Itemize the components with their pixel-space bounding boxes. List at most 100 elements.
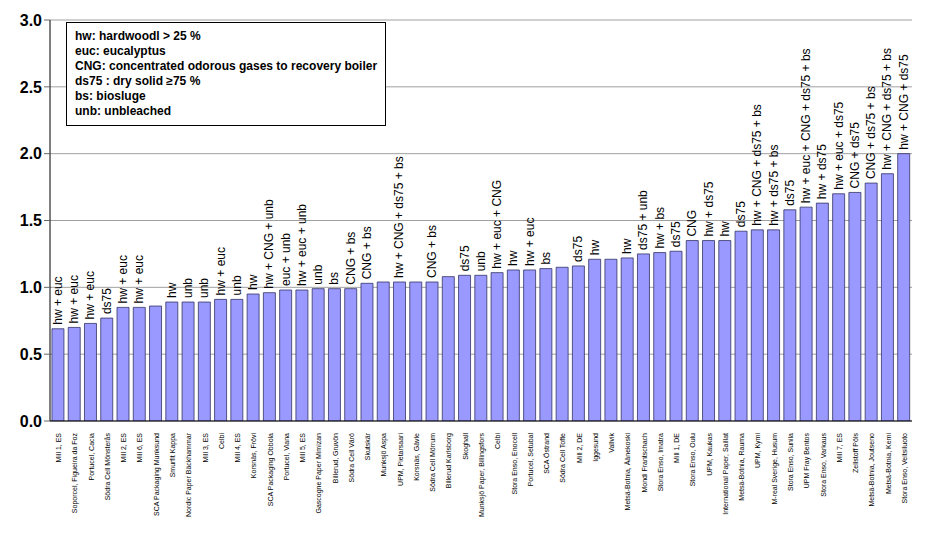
svg-text:Celbi: Celbi [494, 433, 501, 449]
svg-text:1.0: 1.0 [20, 279, 42, 296]
svg-text:hw + euc + CNG + ds75 + bs: hw + euc + CNG + ds75 + bs [799, 48, 813, 203]
svg-text:UPM Fray Bentos: UPM Fray Bentos [803, 433, 811, 489]
svg-text:Iggesund: Iggesund [592, 433, 600, 462]
svg-text:hw + CNG + ds75 + bs: hw + CNG + ds75 + bs [392, 156, 406, 278]
svg-text:UPM, Pietarsaari: UPM, Pietarsaari [397, 433, 404, 486]
svg-text:Mill 1, ES: Mill 1, ES [55, 433, 62, 463]
svg-text:Mill 4, ES: Mill 4, ES [234, 433, 241, 463]
svg-text:unb: unb [230, 275, 244, 295]
svg-text:hw + euc + unb: hw + euc + unb [295, 204, 309, 286]
svg-text:Stora Enso, Imatra: Stora Enso, Imatra [657, 433, 664, 491]
svg-text:ds75: ds75 [783, 179, 797, 205]
svg-text:Korsnäs, Frövi: Korsnäs, Frövi [250, 433, 257, 479]
svg-text:Gascogne Paper Mimizan: Gascogne Paper Mimizan [315, 433, 323, 514]
svg-text:Södra Cell Mönsterås: Södra Cell Mönsterås [104, 433, 111, 501]
svg-text:SCA Packaging Munksund: SCA Packaging Munksund [153, 433, 161, 516]
svg-text:UPM, Kymi: UPM, Kymi [754, 433, 762, 468]
svg-text:CNG + bs: CNG + bs [360, 226, 374, 279]
svg-text:Munksjö Aspa: Munksjö Aspa [380, 433, 388, 477]
svg-text:Skoghall: Skoghall [462, 433, 470, 460]
svg-text:0.0: 0.0 [20, 413, 42, 430]
svg-text:Portucel, Viana: Portucel, Viana [283, 433, 290, 480]
svg-text:Billerud, Gruvön: Billerud, Gruvön [332, 433, 339, 483]
svg-text:Mill 1, DE: Mill 1, DE [673, 433, 680, 463]
svg-text:ds75: ds75 [669, 221, 683, 247]
svg-text:unb: unb [311, 264, 325, 284]
svg-text:Mill 2, DE: Mill 2, DE [576, 433, 583, 463]
svg-text:hw + euc: hw + euc [132, 255, 146, 303]
svg-text:Mill 7, ES: Mill 7, ES [836, 433, 843, 463]
svg-text:hw: hw [588, 240, 602, 256]
svg-text:hw: hw [718, 221, 732, 237]
svg-text:ds75: ds75 [734, 201, 748, 227]
svg-text:Nordic Paper Bäckhammar: Nordic Paper Bäckhammar [185, 432, 193, 517]
svg-text:hw + bs: hw + bs [653, 207, 667, 249]
svg-text:hw + euc: hw + euc [214, 247, 228, 295]
svg-text:International Paper, Saillat: International Paper, Saillat [722, 433, 730, 515]
svg-text:CNG: CNG [685, 210, 699, 237]
svg-text:Soporcel, Figueira da Foz: Soporcel, Figueira da Foz [71, 433, 79, 514]
svg-text:hw + euc: hw + euc [51, 276, 65, 324]
svg-text:Billerud Karlsborg: Billerud Karlsborg [445, 433, 453, 488]
svg-text:hw + ds75: hw + ds75 [702, 181, 716, 236]
svg-text:CNG + bs: CNG + bs [344, 232, 358, 285]
svg-text:CNG + bs: CNG + bs [425, 225, 439, 278]
svg-text:Skutskär: Skutskär [364, 432, 371, 460]
svg-text:Södra Cell Tofte: Södra Cell Tofte [559, 433, 566, 483]
svg-text:Portucel, Cacia: Portucel, Cacia [88, 433, 95, 481]
svg-text:Metsä-Botnia, Rauma: Metsä-Botnia, Rauma [738, 433, 745, 501]
svg-text:Mill 3, ES: Mill 3, ES [202, 433, 209, 463]
svg-text:2.5: 2.5 [20, 79, 42, 96]
svg-text:Munksjö Paper, Billingsfors: Munksjö Paper, Billingsfors [478, 433, 486, 518]
svg-text:hw + euc: hw + euc [83, 271, 97, 319]
svg-text:2.0: 2.0 [20, 145, 42, 162]
svg-text:Stora Enso, Sunila: Stora Enso, Sunila [787, 433, 794, 491]
svg-text:hw + euc: hw + euc [116, 255, 130, 303]
svg-text:Stora Enso, Oulu: Stora Enso, Oulu [689, 433, 696, 486]
svg-text:Metsä-Botnia, Kemi: Metsä-Botnia, Kemi [885, 433, 892, 495]
svg-text:Stora Enso, Veitsiluoto: Stora Enso, Veitsiluoto [901, 433, 908, 504]
svg-text:M-real Sverige, Husum: M-real Sverige, Husum [771, 433, 779, 505]
svg-text:Zellstoff Pöls: Zellstoff Pöls [852, 433, 859, 473]
svg-text:Mondi Frantschach: Mondi Frantschach [641, 433, 648, 493]
svg-text:Metsä-Botnia, Joutseno: Metsä-Botnia, Joutseno [868, 433, 875, 507]
svg-text:euc + unb: euc + unb [279, 233, 293, 286]
svg-text:Smurfit Kappa: Smurfit Kappa [169, 433, 177, 477]
svg-text:hw + CNG + ds75 + bs: hw + CNG + ds75 + bs [750, 104, 764, 226]
svg-text:ds75: ds75 [571, 236, 585, 262]
svg-text:Mill 5, ES: Mill 5, ES [299, 433, 306, 463]
svg-text:hw + euc: hw + euc [523, 218, 537, 266]
svg-text:SCA Packaging Obbola: SCA Packaging Obbola [267, 433, 275, 506]
svg-text:SCA Östrand: SCA Östrand [543, 433, 550, 474]
svg-text:hw + ds75: hw + ds75 [815, 144, 829, 199]
svg-text:hw: hw [246, 274, 260, 290]
svg-text:unb: unb [197, 278, 211, 298]
svg-text:Mill 2, ES: Mill 2, ES [120, 433, 127, 463]
svg-text:hw + CNG + unb: hw + CNG + unb [262, 199, 276, 289]
svg-text:Vallvik: Vallvik [608, 433, 615, 453]
svg-text:hw: hw [620, 238, 634, 254]
svg-text:hw: hw [165, 282, 179, 298]
svg-text:UPM, Kaukas: UPM, Kaukas [706, 433, 713, 476]
svg-text:bs: bs [539, 252, 553, 265]
svg-text:Portucel, Setubal: Portucel, Setubal [527, 433, 534, 487]
svg-text:Södra Cell Mörrum: Södra Cell Mörrum [429, 433, 436, 492]
svg-text:unb: unb [474, 251, 488, 271]
svg-text:Stora Enso, Enocell: Stora Enso, Enocell [511, 433, 518, 495]
svg-text:Södra Cell Värö: Södra Cell Värö [348, 433, 355, 483]
svg-text:bs: bs [327, 272, 341, 285]
svg-text:Celbi: Celbi [218, 433, 225, 449]
svg-text:0.5: 0.5 [20, 346, 42, 363]
svg-text:ds75: ds75 [100, 288, 114, 314]
svg-text:ds75: ds75 [458, 245, 472, 271]
svg-text:hw + euc + CNG: hw + euc + CNG [490, 180, 504, 269]
svg-text:Stora Enso, Varkaus: Stora Enso, Varkaus [820, 433, 827, 497]
svg-text:hw + CNG + ds75: hw + CNG + ds75 [897, 54, 911, 150]
svg-text:hw: hw [506, 250, 520, 266]
svg-text:Mill 6, ES: Mill 6, ES [136, 433, 143, 463]
svg-text:hw + euc: hw + euc [67, 275, 81, 323]
svg-text:hw + euc + ds75: hw + euc + ds75 [832, 101, 846, 189]
svg-text:CNG + ds75 + bs: CNG + ds75 + bs [864, 86, 878, 179]
svg-text:Metsä-Botnia, Äänekoski: Metsä-Botnia, Äänekoski [624, 433, 631, 511]
svg-text:hw + CNG + ds75 + bs: hw + CNG + ds75 + bs [880, 48, 894, 170]
